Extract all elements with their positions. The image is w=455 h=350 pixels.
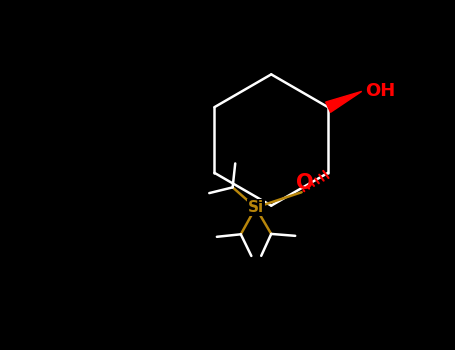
Text: Si: Si [248, 200, 264, 215]
Text: OH: OH [365, 82, 395, 100]
Text: O: O [296, 173, 314, 193]
Polygon shape [326, 91, 362, 112]
